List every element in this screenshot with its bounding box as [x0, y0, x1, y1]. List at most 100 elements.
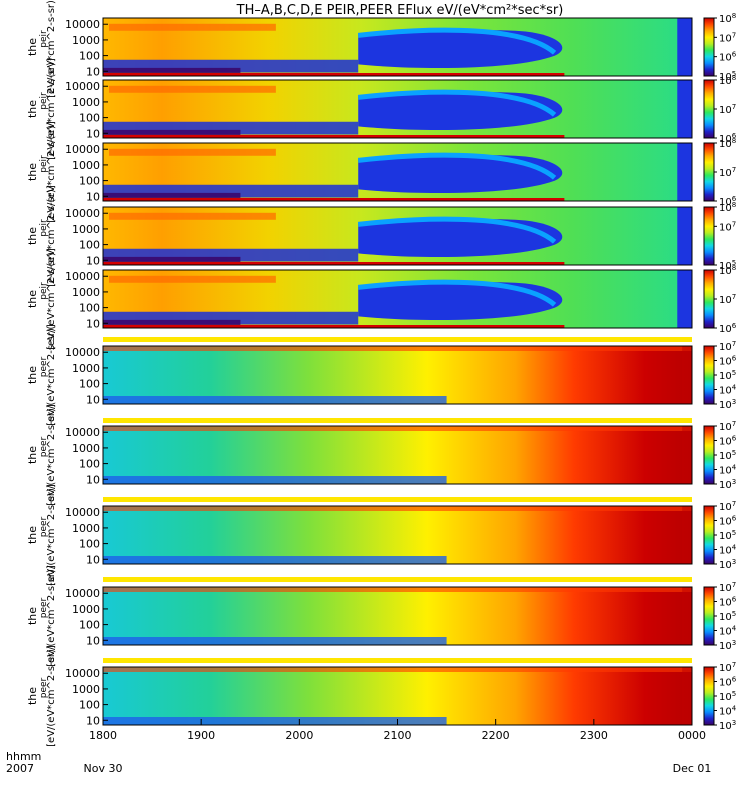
colorbar-tick-label: 106: [719, 676, 737, 689]
y-axis-label-units: [eV/(eV*cm^2-s-sr)]: [46, 645, 57, 747]
edge-band: [682, 506, 692, 564]
low-flux-region: [358, 281, 563, 321]
end-date-label: Dec 01: [673, 762, 712, 775]
top-edge-band: [103, 346, 692, 351]
spectrogram-panel-1: 10 100 1000 10000 the peir[eV/(eV*cm^2-s-sr)]…: [26, 0, 737, 98]
colorbar-tick-label: 106: [719, 355, 737, 368]
y-axis-label-units: [eV/(eV*cm^2-s-sr)]: [46, 0, 57, 98]
colorbar-tick-label: 103: [719, 398, 736, 411]
x-tick-label: 0000: [678, 729, 706, 742]
spectrogram-panel-4: 10 100 1000 10000 the peir[eV/(eV*cm^2-s-sr)]…: [26, 185, 736, 287]
bottom-edge-line: [103, 198, 565, 201]
edge-band: [682, 426, 692, 484]
y-axis-label-units: [eV/(eV*cm^2-s-sr)]: [46, 121, 57, 223]
y-axis-label-product: peer: [39, 597, 49, 618]
flux-gradient-band: [357, 152, 557, 180]
lowest-energy-band: [103, 256, 241, 263]
y-axis-label-instrument: the: [26, 526, 39, 544]
colorbar-tick-label: 107: [719, 340, 736, 353]
colorbar: [703, 505, 715, 565]
colorbar-tick-label: 106: [719, 435, 737, 448]
colorbar-tick-label: 104: [719, 464, 737, 477]
colorbar-tick-label: 106: [719, 322, 737, 335]
y-tick-label: 1000: [72, 362, 100, 375]
bottom-edge-line: [103, 262, 565, 265]
y-axis-label-instrument: the: [26, 290, 39, 308]
y-axis-label-product: peer: [39, 356, 49, 377]
colorbar-tick-label: 106: [719, 132, 737, 145]
y-tick-label: 100: [79, 50, 100, 63]
y-tick-label: 100: [79, 112, 100, 125]
y-tick-label: 10: [86, 190, 100, 203]
top-edge-band: [103, 506, 692, 511]
y-tick-label: 10000: [65, 667, 100, 680]
y-tick-label: 1000: [72, 683, 100, 696]
y-axis-label-units: [eV/(eV*cm^2-s-sr)]: [46, 58, 57, 160]
colorbar-tick-label: 108: [719, 74, 736, 87]
x-tick-label: 2100: [384, 729, 412, 742]
spectrogram-image: [103, 667, 692, 725]
time-axis: 1800 1900 2000 2100 2200 2300 0000: [89, 719, 706, 742]
flux-gradient-band: [357, 216, 557, 244]
y-axis-label-product: peer: [39, 436, 49, 457]
colorbar: [703, 142, 715, 202]
spectrogram-panel-9: 10 100 1000 10000 the peer[eV/(eV*cm^2-s-sr)]…: [26, 565, 737, 667]
spectrogram-panel-6: 10 100 1000 10000 the peer[eV/(eV*cm^2-s-sr)]…: [26, 324, 737, 426]
y-tick-label: 10000: [65, 207, 100, 220]
y-tick-label: 1000: [72, 223, 100, 236]
colorbar-tick-label: 104: [719, 705, 737, 718]
y-tick-label: 10000: [65, 80, 100, 93]
colorbar-tick-label: 105: [719, 259, 736, 272]
y-tick-label: 1000: [72, 96, 100, 109]
colorbar-tick-label: 105: [719, 690, 736, 703]
panel-frame: [102, 79, 693, 139]
low-energy-band: [103, 476, 447, 484]
edge-band: [677, 207, 692, 265]
high-energy-band: [109, 148, 276, 156]
spectrogram-panel-2: 10 100 1000 10000 the peir[eV/(eV*cm^2-s-sr)]…: [26, 58, 737, 160]
y-axis-label-instrument: the: [26, 100, 39, 118]
colorbar-tick-label: 107: [719, 420, 736, 433]
y-tick-label: 10000: [65, 18, 100, 31]
panel-frame: [102, 505, 693, 565]
y-tick-label: 1000: [72, 286, 100, 299]
colorbar-tick-label: 104: [719, 625, 737, 638]
high-energy-band: [109, 212, 276, 220]
colorbar-tick-label: 107: [719, 31, 736, 44]
colorbar-tick-label: 105: [719, 369, 736, 382]
colorbar-tick-label: 107: [719, 581, 736, 594]
edge-band: [682, 667, 692, 725]
panel-separator: [103, 577, 692, 582]
colorbar-tick-label: 104: [719, 544, 737, 557]
colorbar-tick-label: 107: [719, 500, 736, 513]
x-tick-label: 2000: [285, 729, 313, 742]
colorbar-tick-label: 103: [719, 719, 736, 732]
y-tick-label: 10000: [65, 270, 100, 283]
y-tick-label: 100: [79, 378, 100, 391]
y-tick-label: 10: [86, 393, 100, 406]
edge-band: [682, 587, 692, 645]
panel-separator: [103, 418, 692, 423]
bottom-edge-line: [103, 325, 565, 328]
lowest-energy-band: [103, 192, 241, 199]
bottom-edge-line: [103, 73, 565, 76]
spectrogram-panel-3: 10 100 1000 10000 the peir[eV/(eV*cm^2-s-sr)]…: [26, 121, 737, 223]
y-tick-label: 10: [86, 473, 100, 486]
colorbar-tick-label: 105: [719, 70, 736, 83]
lowest-energy-band: [103, 67, 241, 74]
y-axis-label-product: peir: [39, 219, 49, 237]
flux-gradient-band: [357, 89, 557, 117]
colorbar: [703, 269, 715, 329]
edge-band: [677, 143, 692, 201]
y-axis-label-instrument: the: [26, 227, 39, 245]
colorbar-tick-label: 107: [719, 166, 736, 179]
y-axis-label-units: [eV/(eV*cm^2-s-sr)]: [46, 484, 57, 586]
y-axis-label-instrument: the: [26, 366, 39, 384]
y-axis-label-instrument: the: [26, 687, 39, 705]
high-energy-band: [109, 23, 276, 31]
colorbar-tick-label: 106: [719, 51, 737, 64]
y-axis-label-product: peir: [39, 92, 49, 110]
colorbar: [703, 425, 715, 485]
flux-gradient-band: [357, 27, 557, 55]
